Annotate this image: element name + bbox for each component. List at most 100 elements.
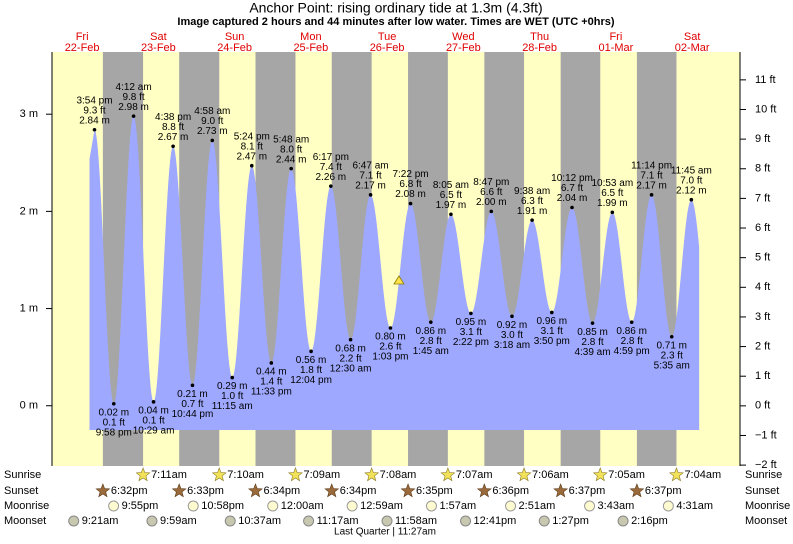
sunset-time: 6:33pm bbox=[187, 485, 224, 497]
row-label: Sunset bbox=[745, 485, 779, 497]
tide-label: 2.98 m bbox=[118, 102, 149, 113]
tide-label: 2.2 ft bbox=[339, 353, 361, 364]
tide-label: 1.97 m bbox=[436, 200, 467, 211]
sunset-time: 6:34pm bbox=[263, 485, 300, 497]
tide-point bbox=[210, 138, 215, 143]
tide-label: 9:38 am bbox=[514, 186, 550, 197]
tide-label: 1.99 m bbox=[597, 198, 628, 209]
row-label: Sunrise bbox=[4, 469, 41, 481]
day-name: Sat bbox=[150, 31, 167, 43]
moonrise-icon bbox=[425, 500, 437, 512]
sunrise-time: 7:09am bbox=[303, 469, 340, 481]
tide-point bbox=[689, 197, 694, 202]
tide-label: 10:53 am bbox=[591, 178, 633, 189]
moonset-icon bbox=[303, 515, 315, 527]
tide-label: 2.6 ft bbox=[379, 342, 401, 353]
tide-label: 6.3 ft bbox=[521, 196, 543, 207]
tide-label: 11:14 pm bbox=[631, 160, 672, 171]
tide-label: 2.26 m bbox=[316, 172, 347, 183]
moonrise-time: 1:57am bbox=[439, 500, 476, 512]
sun-icon bbox=[476, 483, 492, 498]
tide-label: 6:17 pm bbox=[313, 152, 349, 163]
tide-label: 6.6 ft bbox=[480, 187, 502, 198]
tide-point bbox=[550, 310, 554, 315]
tide-point bbox=[309, 349, 313, 354]
tide-label: 2:22 pm bbox=[453, 337, 489, 348]
tide-label: 8:47 pm bbox=[473, 177, 509, 188]
tide-label: 3:18 am bbox=[494, 340, 530, 351]
y2-tick-label: −2 ft bbox=[755, 459, 777, 471]
sunrise-time: 7:04am bbox=[684, 469, 721, 481]
y2-tick-label: 7 ft bbox=[755, 192, 770, 204]
y-tick-label: 2 m bbox=[20, 205, 38, 217]
tide-label: 7.1 ft bbox=[359, 170, 381, 181]
tide-point bbox=[429, 320, 433, 324]
tide-area bbox=[89, 116, 700, 431]
sun-icon bbox=[135, 467, 151, 482]
sun-icon bbox=[364, 467, 380, 482]
sun-icon bbox=[440, 467, 456, 482]
tide-point bbox=[590, 321, 595, 325]
tide-label: 1.0 ft bbox=[221, 391, 243, 402]
tide-label: 4:12 am bbox=[116, 82, 152, 93]
moonset-icon bbox=[460, 515, 472, 527]
tide-label: 0.1 ft bbox=[142, 415, 164, 426]
sunset-time: 6:35pm bbox=[416, 485, 453, 497]
y-tick-label: 3 m bbox=[20, 108, 38, 120]
tide-label: 8.1 ft bbox=[241, 141, 263, 152]
sunrise-time: 7:11am bbox=[151, 469, 187, 481]
y2-tick-label: 8 ft bbox=[755, 163, 770, 175]
tide-point bbox=[151, 400, 156, 404]
tide-label: 0.21 m bbox=[177, 389, 208, 400]
moonset-time: 11:17am bbox=[317, 515, 359, 527]
y2-tick-label: 5 ft bbox=[755, 252, 770, 264]
tide-point bbox=[669, 334, 674, 339]
tide-point bbox=[368, 193, 373, 197]
tide-label: 0.95 m bbox=[456, 317, 487, 328]
tide-label: 2.17 m bbox=[636, 180, 667, 191]
tide-label: 4:38 pm bbox=[155, 112, 191, 123]
tide-point bbox=[629, 320, 634, 324]
row-label: Moonset bbox=[745, 515, 787, 527]
moonset-icon bbox=[381, 515, 393, 527]
tide-point bbox=[530, 218, 534, 222]
row-label: Moonset bbox=[4, 515, 46, 527]
moonset-time: 11:58am bbox=[395, 515, 437, 527]
day-name: Fri bbox=[609, 31, 622, 43]
tide-label: 11:45 am bbox=[671, 165, 712, 176]
tide-label: 0.80 m bbox=[375, 332, 406, 343]
tide-label: 9.3 ft bbox=[83, 105, 105, 116]
sun-icon bbox=[211, 467, 227, 482]
row-label: Sunrise bbox=[745, 469, 782, 481]
moonrise-time: 3:43am bbox=[598, 500, 635, 512]
sun-icon bbox=[95, 483, 111, 498]
tide-label: 0.86 m bbox=[416, 326, 447, 337]
day-name: Tue bbox=[378, 31, 397, 43]
tide-label: 2.00 m bbox=[476, 197, 507, 208]
tide-point bbox=[610, 210, 615, 215]
moonset-time: 2:16pm bbox=[631, 515, 668, 527]
row-label: Moonrise bbox=[745, 500, 790, 512]
tide-point bbox=[190, 383, 195, 388]
sunset-time: 6:36pm bbox=[492, 485, 529, 497]
sun-icon bbox=[592, 467, 608, 482]
tide-label: 1.4 ft bbox=[260, 377, 282, 388]
moonrise-icon bbox=[584, 500, 596, 512]
tide-point bbox=[249, 163, 254, 168]
moonrise-icon bbox=[267, 500, 279, 512]
sunset-time: 6:37pm bbox=[569, 485, 606, 497]
tide-point bbox=[469, 311, 473, 316]
moonrise-time: 9:55pm bbox=[122, 500, 159, 512]
tide-label: 7.1 ft bbox=[640, 170, 662, 181]
tide-label: 6.5 ft bbox=[440, 190, 462, 201]
moonrise-icon bbox=[505, 500, 517, 512]
tide-label: 2.84 m bbox=[79, 115, 110, 126]
tide-label: 4:39 am bbox=[574, 347, 610, 358]
tide-label: 8.8 ft bbox=[162, 122, 184, 133]
sunset-time: 6:32pm bbox=[111, 485, 148, 497]
tide-label: 7.0 ft bbox=[680, 175, 702, 186]
y2-tick-label: 4 ft bbox=[755, 281, 770, 293]
tide-point bbox=[92, 127, 97, 132]
moonset-icon bbox=[68, 515, 80, 527]
tide-label: 1.8 ft bbox=[300, 365, 322, 376]
